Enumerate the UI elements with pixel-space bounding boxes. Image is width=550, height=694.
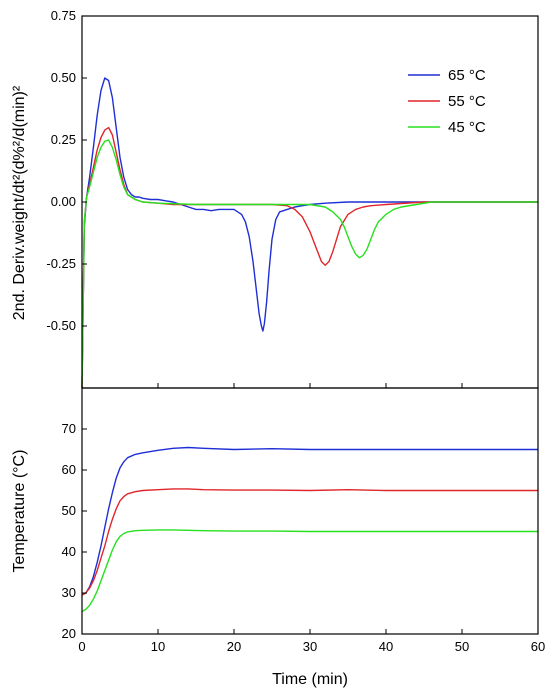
bottom-y-tick-label: 70	[62, 421, 76, 436]
top-series-line-3	[81, 139, 538, 389]
bottom-y-tick-label: 40	[62, 544, 76, 559]
top-y-tick-label: -0.50	[46, 318, 76, 333]
top-y-tick-label: 0.75	[51, 8, 76, 23]
bottom-plot-frame	[81, 387, 539, 635]
top-y-tick-label: 0.25	[51, 132, 76, 147]
x-tick-label: 10	[151, 639, 165, 654]
top-y-tick-label: 0.00	[51, 194, 76, 209]
x-tick-label: 20	[227, 639, 241, 654]
bottom-series-group	[81, 446, 538, 613]
x-tick-label: 30	[303, 639, 317, 654]
legend-label-3: 45 °C	[448, 119, 486, 136]
bottom-y-tick-label: 20	[62, 626, 76, 641]
x-tick-label: 0	[78, 639, 85, 654]
bottom-y-axis-title: Temperature (°C)	[11, 450, 28, 573]
top-y-ticks: -0.50 -0.25 0.00 0.25 0.50 0.75	[46, 8, 87, 333]
top-y-axis-title: 2nd. Deriv.weight/dt²(d%²/d(min)²	[11, 85, 28, 320]
top-panel: -0.50 -0.25 0.00 0.25 0.50 0.75 2nd. Deriv.we…	[11, 8, 539, 389]
top-series-line-1	[81, 77, 538, 389]
x-tick-label: 60	[531, 639, 545, 654]
bottom-series-line-2	[81, 488, 538, 596]
bottom-series-line-1	[81, 446, 538, 596]
bottom-y-ticks: 20 30 40 50 60 70	[62, 421, 87, 641]
bottom-y-tick-label: 50	[62, 503, 76, 518]
x-ticks: 0 10 20 30 40 50 60	[78, 383, 545, 654]
bottom-y-tick-label: 30	[62, 585, 76, 600]
bottom-panel: 20 30 40 50 60 70 0 10 20 30 40 50 60 Temperature (…	[11, 383, 545, 688]
x-axis-title: Time (min)	[272, 671, 348, 688]
legend-label-1: 65 °C	[448, 67, 486, 84]
bottom-series-line-3	[81, 529, 538, 613]
x-tick-label: 50	[455, 639, 469, 654]
legend: 65 °C 55 °C 45 °C	[408, 67, 486, 136]
legend-label-2: 55 °C	[448, 93, 486, 110]
x-tick-label: 40	[379, 639, 393, 654]
top-series-group	[81, 77, 538, 389]
top-y-tick-label: 0.50	[51, 70, 76, 85]
bottom-y-tick-label: 60	[62, 462, 76, 477]
top-y-tick-label: -0.25	[46, 256, 76, 271]
top-series-line-2	[81, 126, 538, 389]
